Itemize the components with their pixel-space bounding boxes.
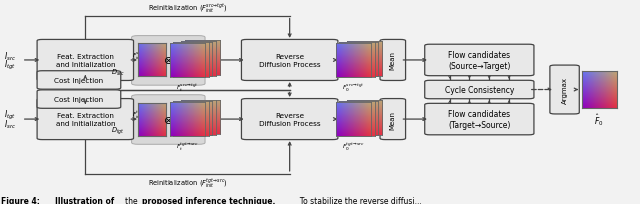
FancyBboxPatch shape bbox=[425, 45, 534, 76]
Text: $F^{src\!\to\!tgt}_{init}$: $F^{src\!\to\!tgt}_{init}$ bbox=[132, 51, 154, 62]
Text: $I_{tgt}$: $I_{tgt}$ bbox=[4, 109, 16, 122]
Text: Reinitialization ($F^{tgt\!\to\!src}_{init}$): Reinitialization ($F^{tgt\!\to\!src}_{in… bbox=[148, 175, 227, 189]
Text: Mean: Mean bbox=[390, 110, 396, 129]
Text: $\hat{F}_0$: $\hat{F}_0$ bbox=[595, 112, 604, 128]
Text: Reverse
Diffusion Process: Reverse Diffusion Process bbox=[259, 113, 321, 126]
FancyBboxPatch shape bbox=[132, 95, 205, 145]
Text: Mean: Mean bbox=[390, 51, 396, 70]
Text: $F^{src\!\to\!tgt}_{t}$: $F^{src\!\to\!tgt}_{t}$ bbox=[176, 82, 198, 93]
FancyBboxPatch shape bbox=[380, 40, 406, 81]
Text: Feat. Extraction
and Initialization: Feat. Extraction and Initialization bbox=[56, 54, 115, 68]
FancyBboxPatch shape bbox=[241, 99, 338, 140]
Text: $I_{src}$: $I_{src}$ bbox=[4, 50, 16, 63]
Text: Illustration of: Illustration of bbox=[55, 196, 117, 204]
Text: $I_{tgt}$: $I_{tgt}$ bbox=[4, 59, 16, 71]
Text: $F^{tgt\!\to\!src}_{init}$: $F^{tgt\!\to\!src}_{init}$ bbox=[132, 110, 154, 121]
Text: $I_{src}$: $I_{src}$ bbox=[4, 118, 16, 130]
Text: Reinitialization ($F^{src\!\to\!tgt}_{init}$): Reinitialization ($F^{src\!\to\!tgt}_{in… bbox=[148, 1, 227, 15]
Text: $\otimes$: $\otimes$ bbox=[163, 55, 173, 66]
Text: Figure 4:: Figure 4: bbox=[1, 196, 42, 204]
Text: $D_{src}$: $D_{src}$ bbox=[111, 68, 125, 78]
Text: Feat. Extraction
and Initialization: Feat. Extraction and Initialization bbox=[56, 113, 115, 126]
FancyBboxPatch shape bbox=[550, 66, 579, 114]
FancyBboxPatch shape bbox=[37, 71, 121, 90]
Text: To stabilize the reverse diffusi...: To stabilize the reverse diffusi... bbox=[295, 196, 422, 204]
Text: Cycle Consistency: Cycle Consistency bbox=[445, 86, 514, 94]
FancyBboxPatch shape bbox=[380, 99, 406, 140]
Text: Flow candidates
(Target→Source): Flow candidates (Target→Source) bbox=[448, 109, 511, 130]
FancyBboxPatch shape bbox=[37, 99, 134, 140]
FancyBboxPatch shape bbox=[241, 40, 338, 81]
Text: proposed inference technique.: proposed inference technique. bbox=[142, 196, 275, 204]
Text: $\otimes$: $\otimes$ bbox=[163, 114, 173, 125]
FancyBboxPatch shape bbox=[425, 104, 534, 135]
Text: Cost Injection: Cost Injection bbox=[54, 97, 104, 103]
Text: Argmax: Argmax bbox=[561, 77, 568, 103]
Text: Cost Injection: Cost Injection bbox=[54, 78, 104, 84]
Text: the: the bbox=[125, 196, 140, 204]
Text: $D_{tgt}$: $D_{tgt}$ bbox=[111, 125, 125, 136]
Text: $F^{tgt\!\to\!src}_{0}$: $F^{tgt\!\to\!src}_{0}$ bbox=[342, 141, 365, 152]
Text: $F^{tgt\!\to\!src}_{t}$: $F^{tgt\!\to\!src}_{t}$ bbox=[176, 141, 198, 152]
Text: Flow candidates
(Source→Target): Flow candidates (Source→Target) bbox=[448, 50, 511, 71]
FancyBboxPatch shape bbox=[37, 90, 121, 109]
Text: Reverse
Diffusion Process: Reverse Diffusion Process bbox=[259, 54, 321, 68]
FancyBboxPatch shape bbox=[37, 40, 134, 81]
Text: $F^{src\!\to\!tgt}_{0}$: $F^{src\!\to\!tgt}_{0}$ bbox=[342, 82, 365, 93]
FancyBboxPatch shape bbox=[132, 37, 205, 86]
FancyBboxPatch shape bbox=[425, 81, 534, 99]
